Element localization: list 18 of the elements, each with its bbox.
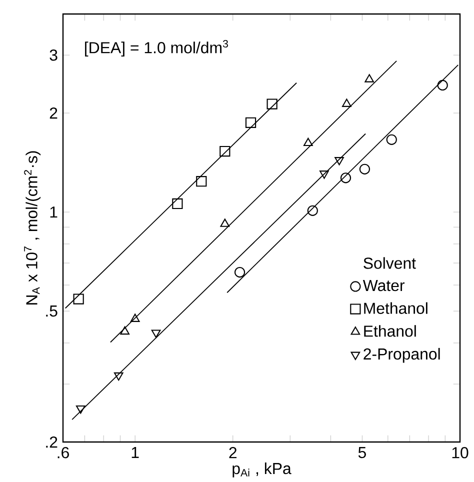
y-axis-title: N$_{A}$ x 10$^{7}$ , mol/(cm$^{2}$·s) [24,151,41,304]
legend-label: Methanol [364,302,428,314]
legend-title: Solvent [364,257,416,269]
x-tick-label: 2 [229,447,237,458]
x-tick-label: 1 [132,447,139,458]
legend-label: 2-Propanol [364,348,440,363]
y-tick-label: .5 [46,306,58,317]
legend-label: Water [362,280,405,292]
x-tick-label: 5 [358,447,366,458]
legend-label: Ethanol [364,325,416,337]
y-tick-label: .2 [46,436,58,448]
y-tick-label: 3 [50,49,58,61]
x-tick-label: .6 [58,447,69,458]
x-axis-title: p$_{Ai}$ , kPa [232,462,292,478]
y-tick-label: 1 [50,206,58,218]
annotation: [DEA] = 1.0 mol/dm$^{3}$ [85,40,228,56]
y-tick-label: 2 [50,107,58,119]
x-tick-label: 10 [452,447,468,458]
